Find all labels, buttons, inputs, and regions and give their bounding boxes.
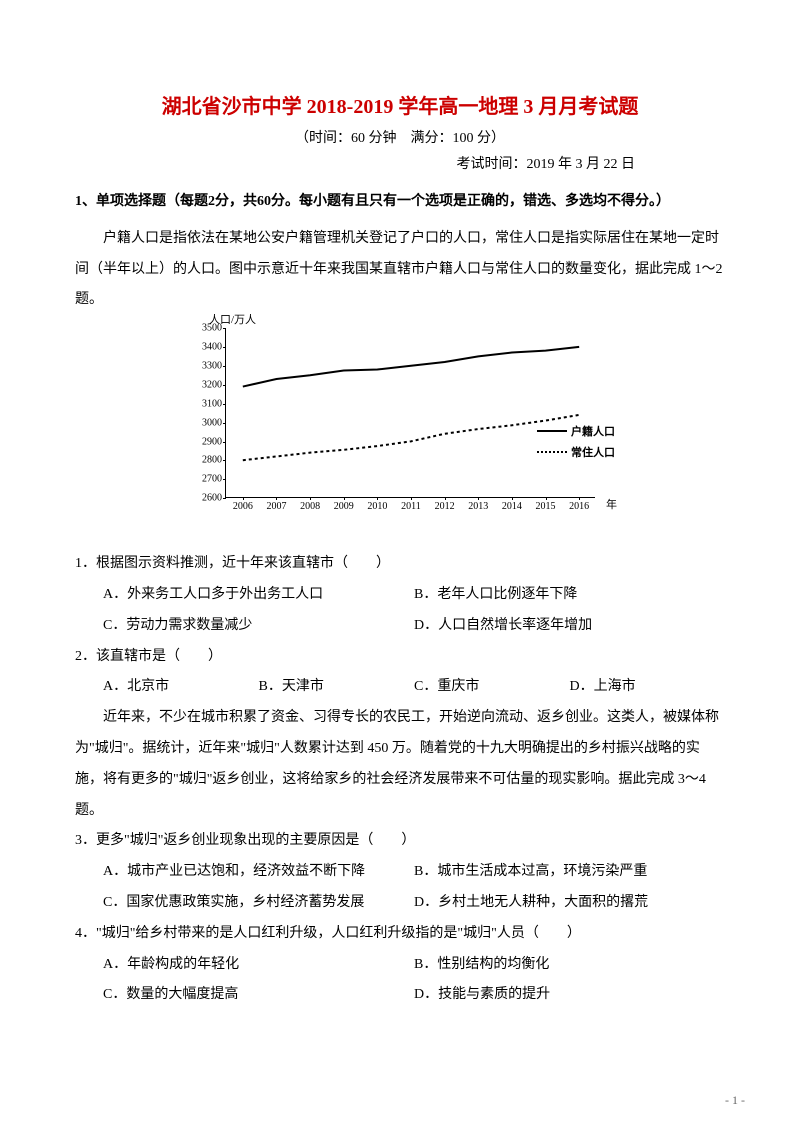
xtick-label: 2012 bbox=[435, 501, 455, 512]
ytick-label: 2800 bbox=[202, 455, 222, 466]
q3-option-d: D．乡村土地无人耕种，大面积的撂荒 bbox=[414, 888, 725, 919]
q1-option-b: B．老年人口比例逐年下降 bbox=[414, 580, 725, 611]
q4-option-a: A．年龄构成的年轻化 bbox=[103, 950, 414, 981]
q2-option-c: C．重庆市 bbox=[414, 672, 570, 703]
q1-option-d: D．人口自然增长率逐年增加 bbox=[414, 611, 725, 642]
q1-option-c: C．劳动力需求数量减少 bbox=[103, 611, 414, 642]
ytick-label: 2600 bbox=[202, 493, 222, 504]
question-3-options: A．城市产业已达饱和，经济效益不断下降 B．城市生活成本过高，环境污染严重 C．… bbox=[75, 857, 725, 919]
xtick-label: 2014 bbox=[502, 501, 522, 512]
q2-option-d: D．上海市 bbox=[570, 672, 726, 703]
ytick-label: 2900 bbox=[202, 436, 222, 447]
q4-option-d: D．技能与素质的提升 bbox=[414, 980, 725, 1011]
xtick-label: 2010 bbox=[367, 501, 387, 512]
q3-option-c: C．国家优惠政策实施，乡村经济蓄势发展 bbox=[103, 888, 414, 919]
q1-option-a: A．外来务工人口多于外出务工人口 bbox=[103, 580, 414, 611]
q4-option-c: C．数量的大幅度提高 bbox=[103, 980, 414, 1011]
ytick-label: 3300 bbox=[202, 360, 222, 371]
xtick-label: 2016 bbox=[569, 501, 589, 512]
q3-option-a: A．城市产业已达饱和，经济效益不断下降 bbox=[103, 857, 414, 888]
question-1: 1．根据图示资料推测，近十年来该直辖市（ ） bbox=[75, 549, 725, 580]
q2-option-b: B．天津市 bbox=[259, 672, 415, 703]
q4-option-b: B．性别结构的均衡化 bbox=[414, 950, 725, 981]
exam-time: 考试时间：2019 年 3 月 22 日 bbox=[75, 153, 725, 173]
exam-title: 湖北省沙市中学 2018-2019 学年高一地理 3 月月考试题 bbox=[75, 90, 725, 119]
question-4-options: A．年龄构成的年轻化 B．性别结构的均衡化 C．数量的大幅度提高 D．技能与素质… bbox=[75, 950, 725, 1012]
xtick-label: 2006 bbox=[233, 501, 253, 512]
ytick-label: 3000 bbox=[202, 417, 222, 428]
ytick-label: 2700 bbox=[202, 474, 222, 485]
population-chart: 人口/万人 年 户籍人口 常住人口 2600270028002900300031… bbox=[175, 316, 625, 531]
chart-xlabel: 年 bbox=[606, 496, 617, 512]
page-number: - 1 - bbox=[725, 1093, 745, 1108]
xtick-label: 2009 bbox=[334, 501, 354, 512]
chart-plot-area: 年 户籍人口 常住人口 2600270028002900300031003200… bbox=[225, 328, 595, 498]
question-2-options: A．北京市 B．天津市 C．重庆市 D．上海市 bbox=[75, 672, 725, 703]
passage-2: 近年来，不少在城市积累了资金、习得专长的农民工，开始逆向流动、返乡创业。这类人，… bbox=[75, 703, 725, 826]
ytick-label: 3400 bbox=[202, 342, 222, 353]
question-4: 4．"城归"给乡村带来的是人口红利升级，人口红利升级指的是"城归"人员（ ） bbox=[75, 919, 725, 950]
ytick-label: 3500 bbox=[202, 323, 222, 334]
question-2: 2．该直辖市是（ ） bbox=[75, 642, 725, 673]
q2-option-a: A．北京市 bbox=[103, 672, 259, 703]
exam-subtitle: （时间：60 分钟 满分：100 分） bbox=[75, 127, 725, 147]
xtick-label: 2007 bbox=[266, 501, 286, 512]
question-1-options: A．外来务工人口多于外出务工人口 B．老年人口比例逐年下降 C．劳动力需求数量减… bbox=[75, 580, 725, 642]
ytick-label: 3200 bbox=[202, 379, 222, 390]
section-header: 1、单项选择题（每题2分，共60分。每小题有且只有一个选项是正确的，错选、多选均… bbox=[75, 187, 725, 218]
ytick-label: 3100 bbox=[202, 398, 222, 409]
xtick-label: 2015 bbox=[536, 501, 556, 512]
q3-option-b: B．城市生活成本过高，环境污染严重 bbox=[414, 857, 725, 888]
xtick-label: 2008 bbox=[300, 501, 320, 512]
passage-1: 户籍人口是指依法在某地公安户籍管理机关登记了户口的人口，常住人口是指实际居住在某… bbox=[75, 224, 725, 316]
xtick-label: 2013 bbox=[468, 501, 488, 512]
xtick-label: 2011 bbox=[401, 501, 421, 512]
question-3: 3．更多"城归"返乡创业现象出现的主要原因是（ ） bbox=[75, 826, 725, 857]
